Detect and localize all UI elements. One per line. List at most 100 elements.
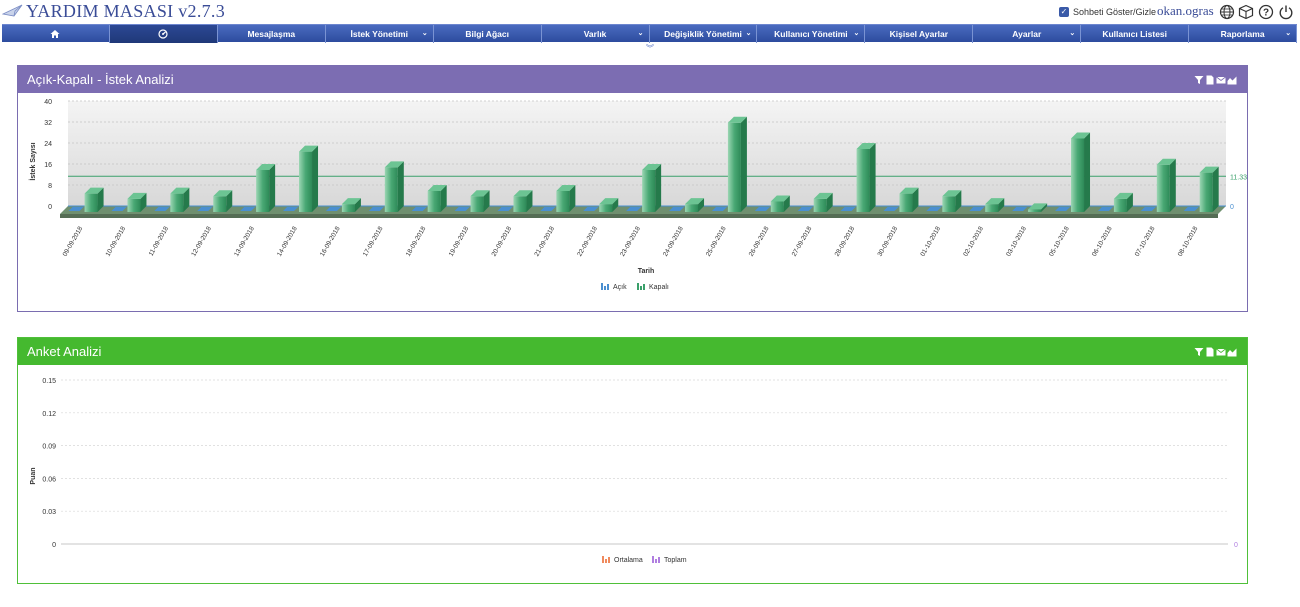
nav-item[interactable]: Kullanıcı Listesi: [1081, 25, 1190, 43]
istek-analizi-panel: Açık-Kapalı - İstek Analizi 0 8 16 24 32 40 İs…: [17, 65, 1248, 312]
bar-kapali-top: [942, 190, 962, 197]
plot-floor-edge: [60, 214, 1218, 218]
istek-chart: 0 8 16 24 32 40 İstek Sayısı 11.33 0 09-09-2018 10…: [29, 99, 1247, 291]
bar-acik: [411, 207, 427, 211]
x-tick-label: 30-09-2018: [877, 225, 900, 258]
nav-item[interactable]: Raporlama ⌄: [1189, 25, 1298, 43]
mail-icon[interactable]: [1216, 75, 1226, 85]
chart-icon[interactable]: [1227, 347, 1237, 357]
nav-item-dashboard[interactable]: [109, 25, 218, 43]
nav-item[interactable]: Mesajlaşma: [218, 25, 326, 43]
x-tick-label: 13-09-2018: [233, 225, 256, 258]
nav-item[interactable]: İstek Yönetimi ⌄: [326, 25, 434, 43]
mail-icon[interactable]: [1216, 347, 1226, 357]
nav-item-label: Mesajlaşma: [247, 29, 296, 39]
bar-acik: [197, 207, 213, 211]
panel-tools: [1194, 75, 1237, 85]
chart-legend: Açık Kapalı: [601, 283, 669, 291]
bar-kapali-top: [299, 145, 319, 152]
nav-item[interactable]: Kişisel Ayarlar: [865, 25, 974, 43]
y-tick-label: 8: [48, 183, 52, 190]
filter-icon[interactable]: [1194, 347, 1204, 357]
username[interactable]: okan.ogras: [1157, 3, 1214, 18]
globe-icon[interactable]: [1219, 4, 1235, 20]
y-tick-label: 0.12: [42, 411, 56, 418]
bar-kapali-top: [556, 185, 576, 191]
bar-kapali-top: [1028, 203, 1048, 210]
bar-acik: [754, 207, 770, 211]
x-tick-label: 25-09-2018: [705, 225, 728, 258]
chat-toggle-checkbox[interactable]: ✓: [1059, 7, 1069, 17]
nav-item[interactable]: Varlık ⌄: [542, 25, 650, 43]
bar-kapali: [84, 193, 98, 212]
bar-acik: [154, 207, 170, 211]
legend-swatch: [604, 286, 606, 290]
nav-item-home[interactable]: [2, 25, 110, 43]
bar-kapali: [599, 204, 613, 212]
nav-item[interactable]: Ayarlar ⌄: [973, 25, 1082, 43]
reference-line-label: 0: [1234, 542, 1238, 549]
bar-kapali-top: [642, 164, 662, 170]
bar-kapali: [1071, 138, 1085, 212]
bar-acik: [840, 207, 856, 211]
x-tick-label: 07-10-2018: [1134, 225, 1157, 258]
bar-kapali: [899, 193, 913, 212]
bar-kapali-side: [826, 192, 833, 212]
chevron-down-icon: ⌄: [421, 30, 428, 37]
bar-kapali: [942, 196, 956, 212]
bar-kapali-top: [1071, 132, 1091, 139]
panel-header: Açık-Kapalı - İstek Analizi: [18, 66, 1247, 93]
bar-kapali-top: [1113, 192, 1133, 199]
app-header: YARDIM MASASI v2.7.3 ✓ Sohbeti Göster/Gi…: [0, 0, 1300, 24]
x-tick-label: 19-09-2018: [448, 225, 471, 258]
nav-expand-icon[interactable]: ︾: [646, 44, 654, 53]
x-tick-label: 16-09-2018: [319, 225, 342, 258]
x-tick-label: 12-09-2018: [190, 225, 213, 258]
bar-kapali-top: [985, 198, 1005, 205]
y-tick-label: 32: [44, 120, 52, 127]
bar-kapali-side: [569, 185, 576, 212]
bar-kapali: [727, 122, 741, 212]
chat-toggle[interactable]: ✓ Sohbeti Göster/Gizle: [1059, 7, 1156, 17]
bar-kapali: [299, 151, 313, 212]
bar-kapali-side: [226, 190, 233, 212]
nav-item-label: Kişisel Ayarlar: [889, 29, 949, 39]
bar-kapali-side: [783, 195, 790, 212]
panel-tools: [1194, 347, 1237, 357]
nav-item-label: Bilgi Ağacı: [465, 29, 509, 39]
bar-acik: [711, 207, 727, 211]
bar-kapali-side: [698, 198, 705, 212]
chevron-down-icon: ⌄: [853, 30, 860, 37]
x-tick-label: 05-10-2018: [1048, 225, 1071, 258]
nav-item[interactable]: Bilgi Ağacı: [434, 25, 542, 43]
anket-analizi-panel: Anket Analizi 0 0.03 0.06 0.09 0.12 0.15 Puan 0…: [17, 337, 1248, 584]
power-icon[interactable]: [1278, 4, 1294, 20]
home-icon: [50, 30, 60, 38]
legend-label: Açık: [613, 284, 627, 291]
box-icon[interactable]: [1238, 4, 1254, 20]
bar-kapali: [1156, 164, 1170, 212]
nav-item[interactable]: Kullanıcı Yönetimi ⌄: [757, 25, 866, 43]
bar-acik: [883, 207, 899, 211]
nav-item[interactable]: Değişiklik Yönetimi ⌄: [650, 25, 758, 43]
bar-kapali-side: [526, 190, 533, 212]
filter-icon[interactable]: [1194, 75, 1204, 85]
bar-acik: [325, 207, 341, 211]
bar-acik: [497, 207, 513, 211]
bar-kapali-top: [727, 116, 747, 123]
bar-kapali-top: [341, 198, 361, 205]
document-icon[interactable]: [1205, 75, 1215, 85]
y-tick-label: 16: [44, 162, 52, 169]
bar-kapali-top: [170, 187, 190, 194]
bar-kapali-side: [1212, 166, 1219, 212]
bar-kapali: [685, 204, 699, 212]
legend-swatch: [640, 286, 642, 290]
chart-icon[interactable]: [1227, 75, 1237, 85]
bar-kapali: [127, 198, 141, 212]
help-icon[interactable]: ?: [1258, 4, 1274, 20]
bar-acik: [1140, 207, 1156, 211]
bar-acik: [368, 207, 384, 211]
bar-kapali-top: [470, 190, 490, 197]
chevron-down-icon: ⌄: [1285, 30, 1292, 37]
document-icon[interactable]: [1205, 347, 1215, 357]
